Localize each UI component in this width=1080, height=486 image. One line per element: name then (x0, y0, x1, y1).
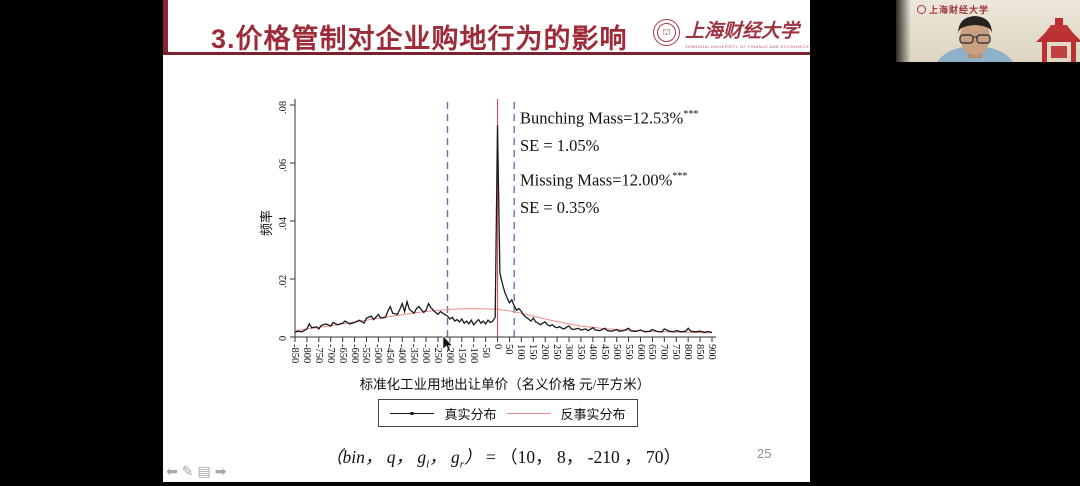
page-title: 3.价格管制对企业购地行为的影响 (211, 24, 628, 54)
y-tick: .04 (278, 216, 289, 230)
slides-panel-icon[interactable]: ▤ (197, 463, 211, 479)
x-tick: 500 (610, 344, 622, 360)
x-tick: -150 (455, 344, 467, 364)
x-tick: 850 (694, 344, 706, 360)
red-gate-illustration (1036, 18, 1080, 62)
x-tick: 150 (527, 344, 539, 360)
x-tick: -50 (479, 344, 491, 358)
x-tick: 300 (563, 344, 575, 360)
x-tick: 550 (622, 344, 634, 360)
x-tick: 650 (646, 344, 658, 360)
legend-counterfactual-label: 反事实分布 (560, 406, 626, 422)
next-slide-icon[interactable]: ➡ (214, 463, 227, 479)
legend-real-label: 真实分布 (444, 406, 497, 422)
y-axis-label: 频率 (259, 209, 274, 236)
chart-legend: 真实分布 反事实分布 (378, 399, 638, 427)
x-tick: 700 (658, 344, 670, 360)
x-tick: 600 (634, 344, 646, 360)
missing-se-text: SE = 0.35% (520, 197, 600, 217)
missing-annotation: Missing Mass=12.00%*** SE = 0.35% (520, 163, 687, 221)
university-name: 上海财经大学 (685, 21, 800, 42)
university-seal-icon: ⛫ (653, 19, 680, 46)
university-logo: ⛫ 上海财经大学 SHANGHAI UNIVERSITY OF FINANCE … (653, 16, 809, 49)
x-tick: -850 (289, 344, 300, 364)
x-tick: 750 (670, 344, 682, 360)
x-tick: 0 (491, 344, 503, 350)
x-tick: -300 (420, 344, 432, 364)
x-tick: 350 (574, 344, 586, 360)
x-tick: -450 (384, 344, 396, 364)
y-tick: .02 (278, 274, 289, 288)
x-tick: 100 (515, 344, 527, 360)
title-divider (163, 52, 810, 55)
title-accent-bar (163, 0, 168, 54)
page-number: 25 (757, 446, 772, 461)
webcam-university-name: 上海财经大学 (929, 5, 990, 15)
presenter-toolbar: ⬅ ✎ ▤ ➡ (166, 463, 226, 479)
counterfactual-line-sample (506, 412, 551, 414)
university-name-en: SHANGHAI UNIVERSITY OF FINANCE AND ECONO… (685, 44, 809, 49)
x-tick: 250 (551, 344, 563, 360)
marker-dot (410, 411, 414, 415)
parameters-formula: （bin， q， gl， gr） = （10， 8， -210 ， 70） (324, 447, 682, 471)
bunching-mass-text: Bunching Mass=12.53%*** (520, 108, 699, 128)
y-tick: 0 (278, 335, 289, 341)
webcam-tile[interactable]: 上海财经大学 (896, 0, 1080, 62)
x-tick: -700 (324, 344, 336, 364)
x-tick: -550 (360, 344, 372, 364)
x-tick: -500 (372, 344, 384, 364)
mouse-cursor (443, 336, 454, 352)
x-tick: -600 (348, 344, 360, 364)
x-axis-label: 标准化工业用地出让单价（名义价格 元/平方米） (359, 377, 651, 392)
missing-mass-text: Missing Mass=12.00%*** (520, 170, 688, 190)
bunching-se-text: SE = 1.05% (520, 135, 600, 155)
bottom-bar (0, 482, 1080, 486)
slide: 3.价格管制对企业购地行为的影响 ⛫ 上海财经大学 SHANGHAI UNIVE… (163, 0, 810, 482)
y-tick: .06 (278, 158, 289, 172)
x-tick: 450 (598, 344, 610, 360)
y-tick: .08 (278, 100, 289, 114)
webcam-person (937, 16, 1080, 62)
pen-tool-icon[interactable]: ✎ (181, 463, 194, 479)
x-tick: 200 (539, 344, 551, 360)
webcam-seal-icon (917, 5, 926, 14)
x-tick: -350 (408, 344, 420, 364)
webcam-shadow-edge (896, 0, 911, 62)
x-tick: -650 (336, 344, 348, 364)
x-tick: 50 (503, 344, 515, 355)
x-tick: -250 (431, 344, 443, 364)
previous-slide-icon[interactable]: ⬅ (166, 463, 178, 479)
x-tick: 800 (682, 344, 694, 360)
x-tick: -750 (312, 344, 324, 364)
x-tick: -100 (467, 344, 479, 364)
x-tick: -400 (396, 344, 408, 364)
bunching-annotation: Bunching Mass=12.53%*** SE = 1.05% (520, 101, 698, 159)
seal-emblem: ⛫ (657, 23, 676, 42)
x-tick: 400 (586, 344, 598, 360)
x-tick: -800 (300, 344, 312, 364)
real-line-sample (390, 411, 435, 415)
x-tick: 900 (706, 344, 717, 360)
webcam-logo: 上海财经大学 (917, 3, 989, 16)
